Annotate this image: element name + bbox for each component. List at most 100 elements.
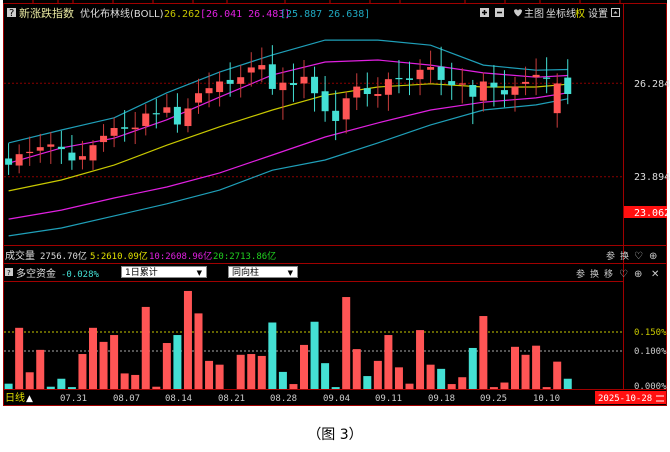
indicator-bar	[236, 354, 245, 389]
indicator-bar	[205, 360, 214, 389]
candle-body	[195, 93, 202, 103]
candle-body	[100, 135, 108, 143]
candle	[300, 60, 308, 99]
indicator-bar	[384, 335, 393, 389]
indicator-bar	[57, 378, 66, 389]
indicator-move-button[interactable]: 移	[604, 268, 613, 280]
up-arrow-icon[interactable]	[611, 8, 620, 17]
candle-body	[279, 82, 287, 91]
indicator-bar	[321, 363, 330, 389]
indicator-help-icon[interactable]	[5, 268, 13, 276]
candle-body	[163, 107, 171, 113]
help-icon[interactable]	[7, 8, 16, 17]
accumulation-select[interactable]: 1日累计 ▼	[121, 266, 207, 278]
candle-body	[5, 158, 13, 165]
candle-body	[321, 91, 329, 112]
candle-body	[121, 127, 129, 129]
candle	[490, 65, 498, 107]
candle-body	[416, 69, 424, 80]
indicator-bar	[394, 367, 403, 389]
indicator-bar	[511, 346, 519, 389]
candle	[163, 94, 171, 118]
candle-body	[173, 106, 181, 125]
candle	[142, 104, 150, 136]
plus-icon[interactable]	[480, 8, 489, 17]
date-label: 08.28	[270, 394, 297, 404]
candle-body	[458, 83, 466, 85]
candle-body	[511, 86, 519, 95]
indicator-switch-button[interactable]: 换	[590, 268, 599, 280]
date-label: 08.21	[218, 394, 245, 404]
candle	[195, 78, 202, 114]
bar-mode-select[interactable]: 同向柱 ▼	[228, 266, 298, 278]
candle-body	[131, 127, 139, 130]
indicator-bar	[426, 364, 435, 389]
indicator-bar	[268, 322, 277, 389]
volume-zoom-icon[interactable]: ⊕	[649, 251, 657, 262]
indicator-zoom-icon[interactable]: ⊕	[634, 269, 642, 280]
candle-body	[543, 77, 551, 79]
boll-mid-value: 26.262	[164, 9, 200, 20]
candle-body	[268, 64, 276, 89]
indicator-params-button[interactable]: 参	[576, 268, 585, 280]
candle-body	[363, 88, 371, 95]
candle	[89, 140, 97, 170]
indicator-bar	[89, 327, 97, 389]
volume-params-button[interactable]: 参	[606, 250, 615, 262]
candle	[289, 63, 297, 102]
candle-body	[237, 77, 245, 84]
candle-body	[522, 81, 530, 84]
indicator-name[interactable]: 优化布林线(BOLL)	[80, 7, 164, 20]
indicator-bar	[4, 383, 13, 389]
indicator-bar	[363, 376, 372, 389]
indicator-bar	[489, 387, 498, 389]
indicator-bar	[352, 349, 361, 389]
indicator-value: -0.028%	[61, 270, 100, 280]
help-icon-glyph: ?	[9, 8, 14, 19]
volume-switch-button[interactable]: 换	[620, 250, 629, 262]
candle-body	[68, 152, 76, 161]
volume-favorite-icon[interactable]: ♡	[634, 251, 643, 262]
period-toggle-icon[interactable]: ▲	[26, 394, 33, 404]
figure-caption: （图 3）	[307, 427, 363, 443]
indicator-close-icon[interactable]: ✕	[651, 269, 659, 280]
indicator-favorite-icon[interactable]: ♡	[619, 269, 628, 280]
chevron-down-icon: ▼	[287, 269, 293, 277]
candle	[427, 50, 435, 84]
candles	[5, 45, 572, 175]
crosshair-button[interactable]: 坐标线	[546, 7, 576, 20]
indicator-bar	[342, 297, 351, 389]
minus-icon[interactable]	[495, 8, 504, 17]
heart-icon[interactable]	[514, 9, 522, 17]
boll-inner-lower-line	[8, 92, 568, 220]
date-label: 08.07	[113, 394, 140, 404]
indicator-bar	[278, 371, 287, 389]
candle-body	[311, 76, 319, 94]
indicator-bar	[15, 327, 24, 389]
candle-body	[15, 154, 23, 166]
date-label: 09.18	[428, 394, 455, 404]
main-chart-button[interactable]: 主图	[524, 8, 544, 20]
period-button[interactable]: 日线	[5, 391, 25, 404]
indicator-bar	[141, 306, 150, 389]
indicator-bar	[310, 321, 319, 389]
candle-body	[448, 81, 456, 86]
candle	[258, 47, 266, 83]
candle	[437, 46, 445, 96]
index-name[interactable]: 新涨跌指数	[19, 6, 74, 20]
indicator-bar	[152, 386, 161, 389]
candle	[353, 73, 361, 111]
settings-button[interactable]: 设置	[588, 8, 608, 20]
price-label-low: 23.894	[634, 172, 670, 183]
candle-body	[353, 86, 361, 98]
menu-icon[interactable]	[656, 395, 664, 402]
candle-body	[500, 90, 508, 95]
candle-body	[479, 81, 487, 101]
candle	[395, 60, 403, 94]
indicator-bar	[131, 374, 140, 389]
candle-body	[258, 65, 266, 70]
candle-body	[57, 146, 65, 150]
rights-button[interactable]: 权	[575, 7, 585, 20]
candle-body	[406, 78, 413, 80]
boll-outer-upper-line	[8, 39, 568, 144]
